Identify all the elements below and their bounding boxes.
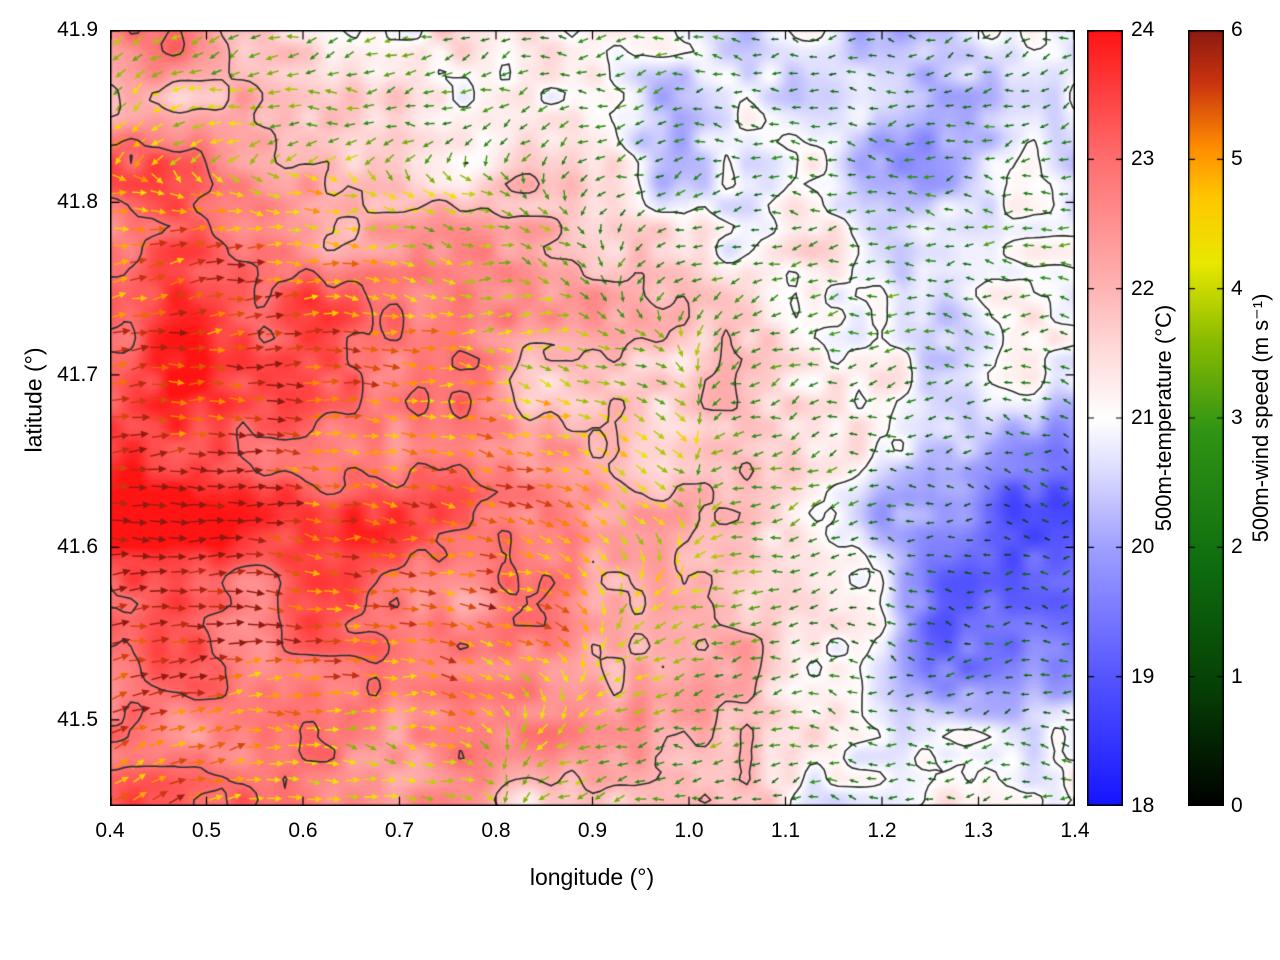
x-tick-label: 1.2 bbox=[867, 819, 897, 842]
x-tick-label: 0.8 bbox=[481, 819, 511, 842]
temperature-tick-label: 21 bbox=[1131, 406, 1155, 429]
x-tick-label: 0.6 bbox=[288, 819, 318, 842]
wind-speed-tick-label: 1 bbox=[1231, 664, 1243, 688]
temperature-tick-label: 20 bbox=[1131, 535, 1155, 559]
y-tick-label: 41.7 bbox=[57, 362, 98, 386]
temperature-tick-label: 23 bbox=[1131, 147, 1155, 171]
x-tick-label: 0.4 bbox=[95, 819, 125, 842]
x-tick-label: 0.7 bbox=[384, 819, 415, 842]
wind-speed-tick-label: 5 bbox=[1231, 147, 1243, 171]
x-tick-label: 1.0 bbox=[674, 819, 704, 842]
temperature-tick-label: 24 bbox=[1131, 18, 1155, 41]
wind-speed-tick-label: 0 bbox=[1231, 794, 1243, 817]
temperature-tick-label: 19 bbox=[1131, 664, 1155, 688]
x-tick-label: 1.4 bbox=[1060, 819, 1090, 842]
x-tick-label: 1.1 bbox=[770, 819, 801, 842]
wind-speed-tick-label: 2 bbox=[1231, 535, 1243, 559]
y-tick-label: 41.6 bbox=[57, 535, 98, 559]
x-tick-label: 0.9 bbox=[577, 819, 608, 842]
y-tick-label: 41.8 bbox=[57, 190, 98, 214]
y-tick-label: 41.9 bbox=[57, 18, 98, 41]
temperature-colorbar bbox=[1087, 30, 1123, 806]
x-tick-label: 0.5 bbox=[191, 819, 222, 842]
map-plot-canvas bbox=[110, 30, 1075, 806]
temperature-tick-label: 22 bbox=[1131, 276, 1155, 300]
y-tick-label: 41.5 bbox=[57, 707, 98, 731]
wind-speed-tick-label: 3 bbox=[1231, 406, 1243, 429]
wind-speed-tick-label: 6 bbox=[1231, 18, 1243, 41]
wind-speed-tick-label: 4 bbox=[1231, 276, 1243, 300]
temperature-tick-label: 18 bbox=[1131, 794, 1155, 817]
x-axis-label: longitude (°) bbox=[529, 864, 655, 890]
x-tick-label: 1.3 bbox=[963, 819, 994, 842]
wind-speed-colorbar bbox=[1188, 30, 1224, 806]
